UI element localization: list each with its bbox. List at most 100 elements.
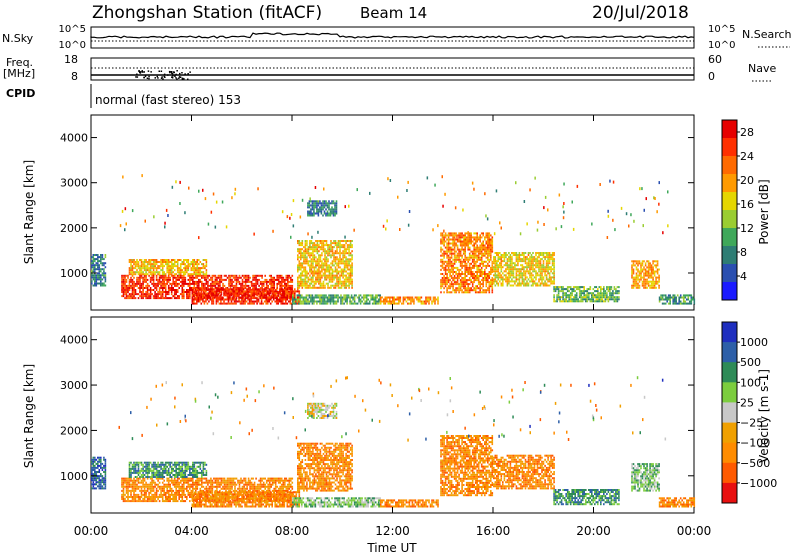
range-cell: [260, 294, 263, 297]
range-cell: [443, 254, 445, 257]
range-cell: [333, 274, 335, 277]
scatter-cell: [215, 200, 218, 204]
range-cell: [178, 273, 180, 276]
range-cell: [258, 284, 260, 287]
range-cell: [204, 295, 206, 298]
range-cell: [259, 274, 262, 277]
range-cell: [304, 248, 307, 251]
range-cell: [574, 294, 576, 297]
range-cell: [518, 280, 521, 283]
range-cell: [187, 265, 190, 268]
range-cell: [517, 258, 519, 261]
range-cell: [310, 210, 312, 213]
range-cell: [441, 266, 444, 269]
range-cell: [215, 290, 218, 293]
range-cell: [187, 273, 190, 276]
range-cell: [337, 246, 340, 249]
beam-title: Beam 14: [360, 4, 427, 22]
range-cell: [302, 296, 305, 299]
range-cell: [282, 284, 285, 287]
range-cell: [515, 278, 518, 281]
range-cell: [104, 284, 107, 287]
range-cell: [577, 288, 579, 291]
range-cell: [271, 288, 273, 291]
range-cell: [468, 234, 471, 237]
range-cell: [690, 298, 693, 301]
range-cell: [444, 279, 447, 282]
range-cell: [342, 274, 344, 277]
range-cell: [302, 302, 305, 305]
range-cell: [325, 294, 327, 297]
range-cell: [339, 244, 341, 247]
range-cell: [440, 291, 442, 294]
range-cell: [550, 280, 552, 283]
range-cell: [465, 271, 468, 273]
range-cell: [195, 274, 197, 277]
range-cell: [128, 273, 131, 276]
range-cell: [386, 296, 388, 299]
range-cell: [335, 202, 338, 205]
range-cell: [656, 276, 659, 279]
range-cell: [491, 268, 494, 271]
range-cell: [658, 278, 660, 281]
range-cell: [298, 282, 301, 285]
range-cell: [447, 277, 450, 279]
range-cell: [465, 232, 468, 235]
range-cell: [298, 290, 301, 293]
range-cell: [429, 298, 432, 301]
range-cell: [315, 250, 317, 253]
nave-dot: [181, 77, 184, 80]
range-cell: [187, 259, 190, 261]
range-cell: [203, 288, 206, 291]
range-cell: [482, 240, 484, 243]
range-cell: [152, 276, 155, 279]
range-cell: [497, 272, 500, 275]
range-cell: [148, 297, 150, 300]
range-cell: [535, 260, 537, 263]
range-cell: [255, 297, 257, 300]
range-cell: [333, 256, 335, 259]
range-cell: [236, 290, 239, 293]
range-cell: [146, 282, 149, 285]
range-cell: [220, 290, 222, 293]
range-cell: [569, 296, 572, 299]
range-cell: [322, 264, 325, 267]
range-cell: [220, 298, 222, 301]
range-cell: [609, 296, 611, 299]
range-cell: [196, 287, 199, 289]
range-cell: [214, 274, 217, 277]
range-cell: [170, 269, 173, 272]
range-cell: [393, 296, 396, 299]
range-cell: [473, 232, 475, 235]
range-cell: [456, 266, 459, 269]
range-cell: [217, 290, 219, 293]
range-cell: [496, 276, 498, 279]
range-cell: [539, 282, 542, 285]
range-cell: [456, 240, 459, 243]
range-cell: [557, 294, 560, 297]
range-cell: [523, 260, 525, 263]
range-cell: [453, 258, 456, 261]
range-cell: [313, 250, 316, 253]
range-cell: [271, 282, 274, 285]
range-cell: [256, 290, 258, 293]
range-cell: [649, 272, 651, 275]
range-cell: [465, 268, 468, 271]
range-cell: [278, 296, 281, 299]
range-cell: [341, 298, 344, 301]
range-cell: [127, 284, 129, 287]
range-cell: [692, 296, 694, 299]
range-cell: [246, 278, 248, 281]
range-cell: [515, 276, 518, 279]
range-cell: [334, 202, 336, 205]
range-cell: [444, 240, 447, 243]
range-cell: [293, 298, 296, 301]
range-cell: [248, 294, 251, 297]
range-cell: [443, 287, 445, 290]
range-cell: [278, 300, 281, 303]
range-cell: [578, 296, 581, 299]
range-cell: [184, 291, 187, 293]
range-cell: [470, 250, 472, 253]
range-cell: [362, 296, 365, 299]
range-cell: [446, 242, 448, 245]
